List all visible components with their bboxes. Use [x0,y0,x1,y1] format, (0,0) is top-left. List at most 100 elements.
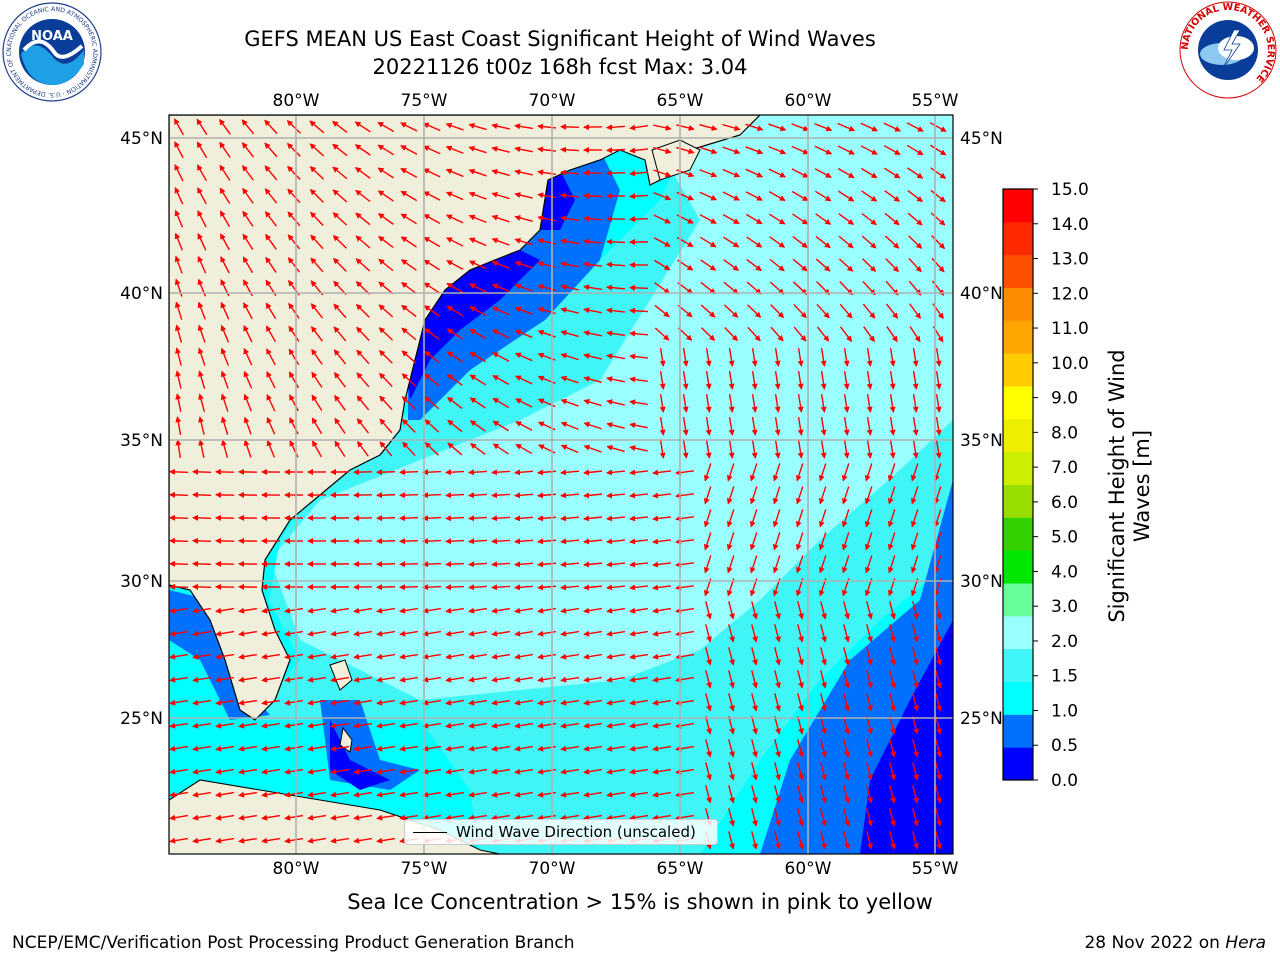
wave-direction-arrow [514,352,533,362]
wave-direction-arrow [243,393,253,412]
wave-direction-arrow [652,630,671,637]
wave-direction-arrow [514,676,533,683]
lon-label-bottom: 75°W [401,859,448,879]
wave-direction-arrow [606,284,626,291]
wave-direction-arrow [537,745,556,752]
wave-direction-arrow [935,762,942,781]
wave-direction-arrow [728,624,735,643]
wave-direction-arrow [583,768,602,775]
wave-direction-arrow [705,739,712,758]
wave-direction-arrow [820,693,827,712]
wave-direction-arrow [284,653,303,660]
wave-direction-arrow [376,699,395,706]
wave-direction-arrow [424,373,440,387]
wave-direction-arrow [723,236,740,248]
wave-direction-arrow [376,791,395,798]
wave-direction-arrow [265,325,277,343]
wave-direction-arrow [192,560,212,567]
lat-label-left: 30°N [120,572,163,592]
wave-direction-arrow [909,326,921,343]
wave-direction-arrow [705,693,712,712]
wave-direction-arrow [839,326,853,342]
colorbar-tick-label: 1.0 [1051,701,1078,721]
colorbar-swatch [1003,451,1033,485]
wave-direction-arrow [816,326,830,342]
wave-direction-arrow [728,601,735,620]
wave-direction-arrow [935,624,942,643]
wave-direction-arrow [792,281,808,295]
wave-direction-arrow [445,630,464,637]
wave-direction-arrow [307,676,326,683]
wave-direction-arrow [196,118,208,135]
wave-direction-arrow [376,538,396,545]
wave-direction-arrow [699,124,718,131]
wave-direction-arrow [745,168,764,178]
wave-direction-arrow [560,375,579,384]
wave-direction-arrow [912,693,919,712]
wave-direction-arrow [705,348,712,367]
wave-direction-arrow [445,653,464,660]
wave-direction-arrow [376,492,396,499]
wave-direction-arrow [309,143,325,157]
wave-direction-arrow [238,607,257,614]
wave-direction-arrow [354,121,371,133]
wave-direction-arrow [560,330,579,338]
wave-direction-arrow [334,394,346,411]
wave-direction-arrow [909,303,921,320]
nws-logo: NATIONAL WEATHER SERVICE [1179,1,1277,99]
wave-direction-arrow [935,417,942,436]
wave-direction-arrow [629,515,649,522]
wave-direction-arrow [654,304,670,318]
wave-direction-arrow [215,676,234,683]
wave-direction-arrow [537,515,557,522]
wave-direction-arrow [795,555,804,574]
wave-direction-arrow [724,327,738,342]
wave-direction-arrow [514,699,533,706]
wave-direction-arrow [491,745,510,752]
wave-direction-arrow [606,445,625,453]
wave-direction-arrow [377,190,394,202]
wave-direction-arrow [820,417,827,436]
wave-direction-arrow [751,785,758,804]
wave-direction-arrow [675,653,694,660]
wave-direction-arrow [355,258,371,272]
wave-direction-arrow [629,307,649,314]
lat-label-left: 45°N [120,129,163,149]
wave-direction-arrow [307,653,326,660]
wave-direction-arrow [728,670,735,689]
wave-direction-arrow [537,538,557,545]
wave-direction-arrow [818,532,827,551]
wave-direction-arrow [659,394,666,413]
wave-direction-arrow [676,124,695,131]
wave-direction-arrow [353,630,372,637]
wave-direction-arrow [629,538,649,545]
wave-direction-arrow [356,418,370,434]
wave-direction-arrow [537,238,556,245]
colorbar-swatch [1003,254,1033,288]
wave-direction-arrow [887,486,896,505]
wave-direction-arrow [469,283,487,293]
lon-label-bottom: 70°W [529,859,576,879]
colorbar-tick-label: 8.0 [1051,423,1078,443]
wave-direction-arrow [242,164,254,181]
wave-direction-arrow [935,785,942,804]
wave-direction-arrow [560,444,579,454]
wave-direction-arrow [629,492,649,499]
wave-direction-arrow [219,118,231,135]
wave-direction-arrow [751,762,758,781]
wave-direction-arrow [682,417,689,436]
colorbar-swatch [1003,648,1033,682]
wave-direction-arrow [772,486,781,505]
wave-direction-arrow [379,441,393,457]
wave-direction-arrow [514,584,534,591]
wave-direction-arrow [353,814,372,821]
wave-direction-arrow [791,168,809,178]
wave-direction-arrow [659,348,666,367]
wave-direction-arrow [399,699,418,706]
wave-direction-arrow [560,123,580,130]
wave-direction-arrow [885,303,899,319]
wave-direction-arrow [330,768,349,775]
wave-direction-arrow [492,420,510,432]
wave-direction-arrow [768,123,787,132]
wave-direction-arrow [468,676,487,683]
